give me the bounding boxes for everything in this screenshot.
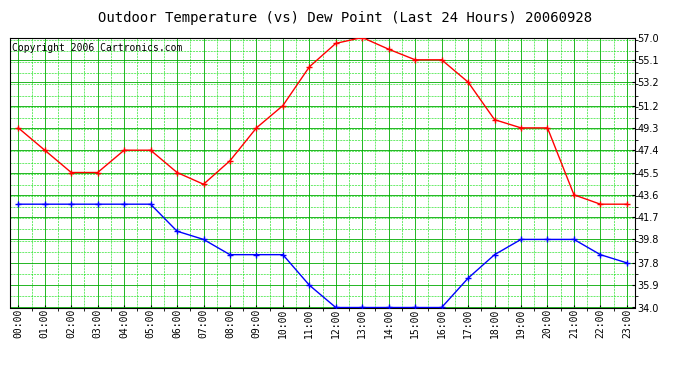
Text: Outdoor Temperature (vs) Dew Point (Last 24 Hours) 20060928: Outdoor Temperature (vs) Dew Point (Last… — [98, 11, 592, 25]
Text: Copyright 2006 Cartronics.com: Copyright 2006 Cartronics.com — [12, 43, 182, 53]
